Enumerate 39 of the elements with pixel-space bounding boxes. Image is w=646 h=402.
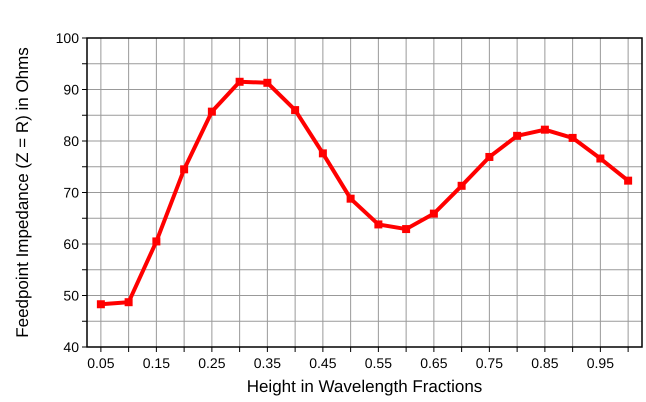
point bbox=[513, 132, 522, 140]
point bbox=[318, 149, 327, 158]
x-tick-label: 0.45 bbox=[309, 355, 337, 371]
y-tick-label: 50 bbox=[63, 288, 80, 304]
point bbox=[374, 220, 382, 228]
point bbox=[96, 300, 105, 308]
x-tick-label: 0.95 bbox=[586, 355, 614, 371]
point bbox=[124, 298, 133, 306]
point bbox=[540, 126, 549, 134]
point bbox=[624, 176, 632, 185]
point bbox=[208, 108, 216, 116]
x-tick-label: 0.55 bbox=[364, 355, 392, 371]
x-axis-title: Height in Wavelength Fractions bbox=[246, 377, 482, 396]
y-tick-label: 60 bbox=[63, 236, 80, 252]
point bbox=[236, 78, 244, 86]
y-axis-title: Feedpoint Impedance (Z = R) in Ohms bbox=[13, 47, 32, 338]
y-tick-label: 100 bbox=[56, 30, 80, 46]
point bbox=[152, 237, 160, 246]
point bbox=[458, 182, 466, 190]
y-tick-label: 70 bbox=[63, 184, 80, 200]
y-tick-label: 40 bbox=[63, 339, 80, 355]
y-tick-label: 90 bbox=[63, 82, 80, 98]
point bbox=[291, 106, 300, 114]
point bbox=[596, 154, 604, 163]
point bbox=[430, 210, 438, 218]
point bbox=[402, 225, 410, 234]
x-tick-label: 0.25 bbox=[198, 355, 226, 371]
x-tick-label: 0.85 bbox=[531, 355, 559, 371]
x-tick-label: 0.65 bbox=[420, 355, 448, 371]
x-tick-label: 0.35 bbox=[254, 355, 282, 371]
point bbox=[180, 165, 188, 174]
y-tick-label: 80 bbox=[63, 133, 80, 149]
point bbox=[346, 194, 355, 203]
point bbox=[485, 152, 494, 161]
point bbox=[263, 78, 272, 87]
x-tick-label: 0.15 bbox=[142, 355, 170, 371]
x-tick-label: 0.75 bbox=[476, 355, 504, 371]
x-tick-label: 0.05 bbox=[87, 355, 115, 371]
point bbox=[568, 134, 577, 142]
